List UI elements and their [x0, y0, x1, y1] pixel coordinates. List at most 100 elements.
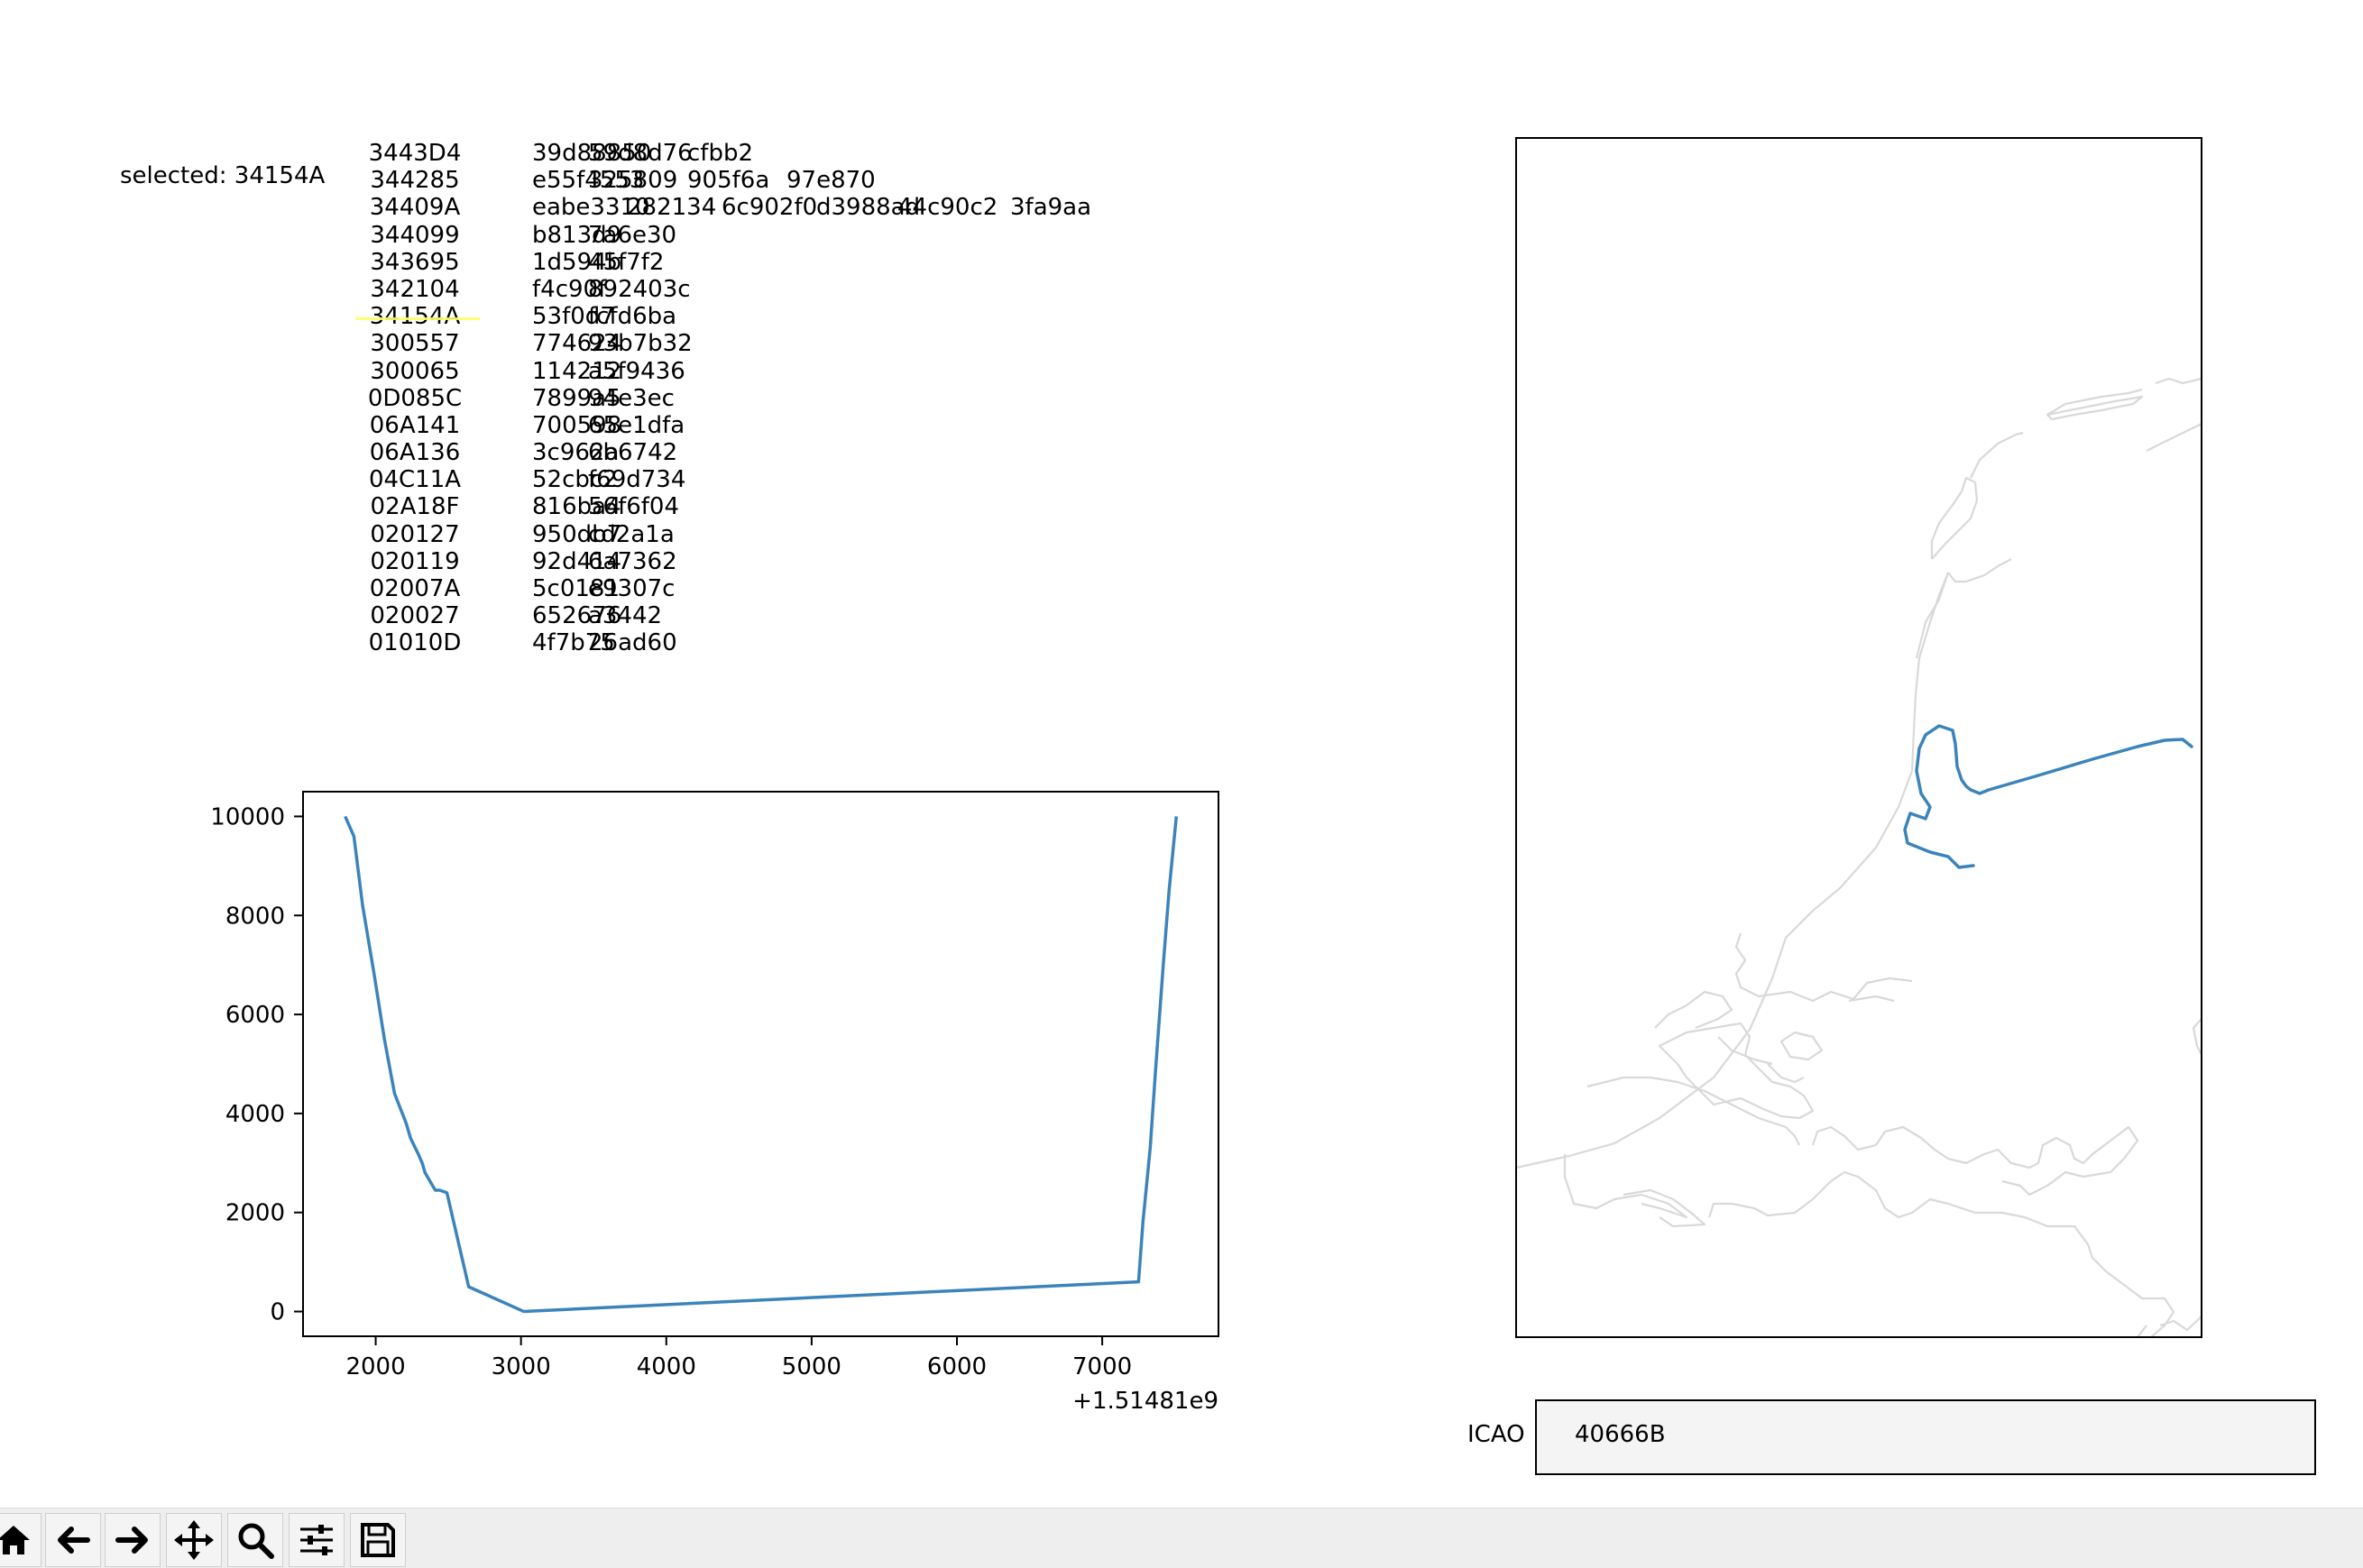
save-icon [361, 1523, 395, 1557]
x-tick-label: 3000 [492, 1353, 551, 1380]
hash-text: 7a6e30 [588, 221, 677, 249]
aircraft-list-item[interactable]: 04C11A [368, 466, 462, 494]
aircraft-list-item[interactable]: 06A141 [369, 411, 461, 439]
hash-text: 1d594b [532, 248, 622, 276]
hash-text: 65e1dfa [588, 411, 685, 439]
flight-track [1903, 724, 2193, 869]
aircraft-list-item[interactable]: 344285 [370, 167, 460, 195]
hash-text: 26ad60 [588, 629, 677, 657]
hash-text: 652676 [532, 602, 622, 630]
aircraft-list-item[interactable]: 020119 [370, 547, 460, 575]
pan-button[interactable] [166, 1513, 222, 1567]
configure-icon [300, 1525, 333, 1555]
hash-text: 6b6742 [588, 439, 678, 467]
aircraft-list-item[interactable]: 300065 [370, 357, 460, 385]
hash-text: 774624 [532, 330, 622, 358]
aircraft-list-item[interactable]: 344099 [370, 221, 460, 249]
x-tick-label: 2000 [345, 1353, 405, 1380]
aircraft-list-item[interactable]: 06A136 [369, 439, 461, 467]
hash-text: 39d88850 [532, 140, 652, 167]
back-button[interactable] [45, 1513, 101, 1567]
hash-text: 3c962a [532, 439, 620, 467]
home-button[interactable] [0, 1513, 41, 1567]
home-icon [0, 1526, 30, 1554]
aircraft-list-item[interactable]: 342104 [370, 275, 460, 303]
aircraft-list-item[interactable]: 3443D4 [368, 140, 462, 167]
hash-text: 59d8d76 [588, 140, 693, 167]
hash-text: eabe3310 [532, 194, 650, 222]
hash-text: 94e3ec [588, 384, 675, 412]
aircraft-list-item[interactable]: 300557 [370, 330, 460, 358]
aircraft-list-item[interactable]: 0D085C [367, 384, 463, 412]
hash-text: 44c90c2 [897, 194, 998, 222]
aircraft-list-item[interactable]: 01010D [368, 629, 462, 657]
icao-input[interactable] [1535, 1399, 2316, 1475]
map-coastline [1516, 377, 2202, 1337]
hash-text: e55f4553 [532, 167, 645, 195]
selected-highlight [355, 317, 480, 320]
hash-text: 93b7b32 [588, 330, 693, 358]
y-tick-label: 10000 [210, 803, 285, 830]
hash-text: 56f6f04 [588, 493, 680, 521]
hash-text: 282134 [627, 194, 717, 222]
y-tick-label: 6000 [225, 1002, 285, 1029]
hash-text: cd2a1a [588, 520, 675, 548]
x-tick-label: 7000 [1072, 1353, 1132, 1380]
y-tick-label: 4000 [225, 1101, 285, 1128]
altitude-chart[interactable]: 2000 3000 4000 5000 6000 7000 0 2000 4000 6000 800… [0, 0, 1263, 1443]
selected-label: selected: 34154A [120, 162, 326, 189]
forward-button[interactable] [105, 1513, 161, 1567]
aircraft-list-item[interactable]: 34154A [343, 303, 487, 330]
altitude-series-line [344, 815, 1179, 1314]
hash-text: 7899a5 [532, 384, 621, 412]
hash-text: 3fa9aa [1010, 194, 1092, 222]
hash-text: a5f9436 [588, 357, 685, 385]
icao-list[interactable]: 3443D434428534409A3440993436953421043415… [343, 140, 487, 657]
hash-text: a3442 [588, 602, 663, 630]
configure-button[interactable] [289, 1513, 345, 1567]
hash-text: 325809 [588, 167, 678, 195]
forward-icon [115, 1527, 148, 1554]
hash-text: f4c90f [532, 275, 607, 303]
hash-text: 905f6a [687, 167, 770, 195]
x-tick-label: 5000 [782, 1353, 841, 1380]
aircraft-list-item[interactable]: 020027 [370, 602, 460, 630]
aircraft-list-item[interactable]: 02A18F [370, 493, 460, 521]
hash-text: 816ba4 [532, 493, 621, 521]
hash-text: b813d9 [532, 221, 622, 249]
hash-text: 950db7 [532, 520, 622, 548]
hash-text: 92d414 [532, 547, 622, 575]
hash-text: f69d734 [588, 466, 686, 494]
hash-text: d3988ad [816, 194, 921, 222]
y-tick-label: 0 [270, 1299, 285, 1326]
y-tick-label: 2000 [225, 1200, 285, 1227]
hash-text: 700598 [532, 411, 622, 439]
hash-text: 6a7362 [588, 547, 677, 575]
x-tick-label: 6000 [927, 1353, 987, 1380]
hash-text: 53f0d7 [532, 303, 615, 331]
zoom-icon [238, 1523, 274, 1559]
y-tick-label: 8000 [225, 903, 285, 930]
aircraft-list-item[interactable]: 34409A [369, 194, 461, 222]
icao-input-value[interactable]: 40666B [1575, 1421, 1666, 1448]
zoom-button[interactable] [227, 1513, 283, 1567]
hash-text: 114212 [532, 357, 622, 385]
save-button[interactable] [350, 1513, 406, 1567]
map-frame [1515, 137, 2202, 1338]
x-offset-label: +1.51481e9 [1072, 1388, 1218, 1415]
hash-text: 892403c [588, 275, 691, 303]
navigation-toolbar [0, 1508, 2363, 1568]
chart-frame [302, 791, 1219, 1337]
hash-text: 52cbc2 [532, 466, 618, 494]
hash-text: 45f7f2 [588, 248, 665, 276]
aircraft-list-item[interactable]: 02007A [369, 575, 461, 602]
hash-text: 5c0181 [532, 575, 621, 602]
aircraft-list-item[interactable]: 343695 [370, 248, 460, 276]
icao-label: ICAO [1467, 1421, 1525, 1448]
x-tick-label: 4000 [637, 1353, 696, 1380]
hash-text: e9307c [588, 575, 676, 602]
aircraft-list-item[interactable]: 020127 [370, 520, 460, 548]
hash-text: fcfd6ba [588, 303, 677, 331]
back-icon [58, 1527, 90, 1554]
hash-text: cfbb2 [687, 140, 753, 167]
